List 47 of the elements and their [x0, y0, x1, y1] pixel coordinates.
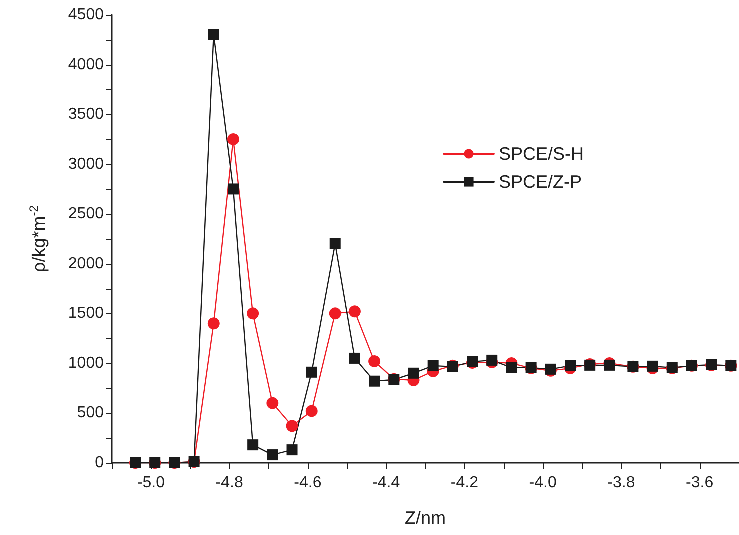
point [369, 376, 380, 387]
y-tick-label: 500 [77, 404, 104, 422]
y-tick-label: 4500 [68, 6, 104, 24]
point [647, 360, 658, 372]
point [368, 355, 381, 368]
x-tick-label: -4.4 [372, 474, 400, 492]
y-axis-title: ρ/kg*m-2 [27, 205, 49, 272]
point [248, 440, 259, 451]
point [348, 306, 361, 318]
x-tick-label: -4.6 [294, 474, 322, 492]
point [208, 29, 220, 40]
x-tick-label: -4.0 [529, 474, 557, 492]
y-tick-label: 1500 [68, 305, 104, 322]
point [228, 184, 239, 195]
point [286, 444, 298, 456]
y-tick-label: 3500 [68, 106, 104, 124]
point [428, 360, 439, 372]
point [330, 238, 341, 250]
x-tick-label: -4.8 [216, 474, 244, 492]
x-tick-label: -3.6 [686, 474, 714, 492]
x-axis-title: Z/nm [404, 508, 446, 528]
point [286, 420, 298, 432]
point [486, 354, 498, 366]
x-tick-label: -4.2 [450, 474, 479, 492]
point [267, 450, 278, 461]
y-tick-label: 3000 [68, 156, 104, 173]
y-tick-label: 4000 [68, 56, 104, 74]
point [349, 352, 360, 364]
point [208, 318, 220, 330]
y-tick-label: 2000 [68, 255, 104, 272]
point [604, 360, 616, 371]
point [266, 397, 279, 410]
point [247, 308, 260, 320]
point [306, 366, 318, 378]
legend-label: SPCE/S-H [498, 144, 584, 164]
point [408, 368, 420, 379]
point [564, 360, 576, 372]
x-tick-label: -3.8 [608, 474, 636, 492]
x-tick-label: -5.0 [137, 474, 166, 492]
y-tick-label: 0 [95, 454, 104, 472]
point [506, 362, 518, 374]
y-tick-label: 2500 [68, 206, 104, 223]
y-tick-label: 1000 [68, 354, 104, 372]
point [227, 133, 240, 146]
point [306, 405, 318, 418]
legend-label: SPCE/Z-P [498, 172, 582, 192]
point [329, 308, 342, 320]
